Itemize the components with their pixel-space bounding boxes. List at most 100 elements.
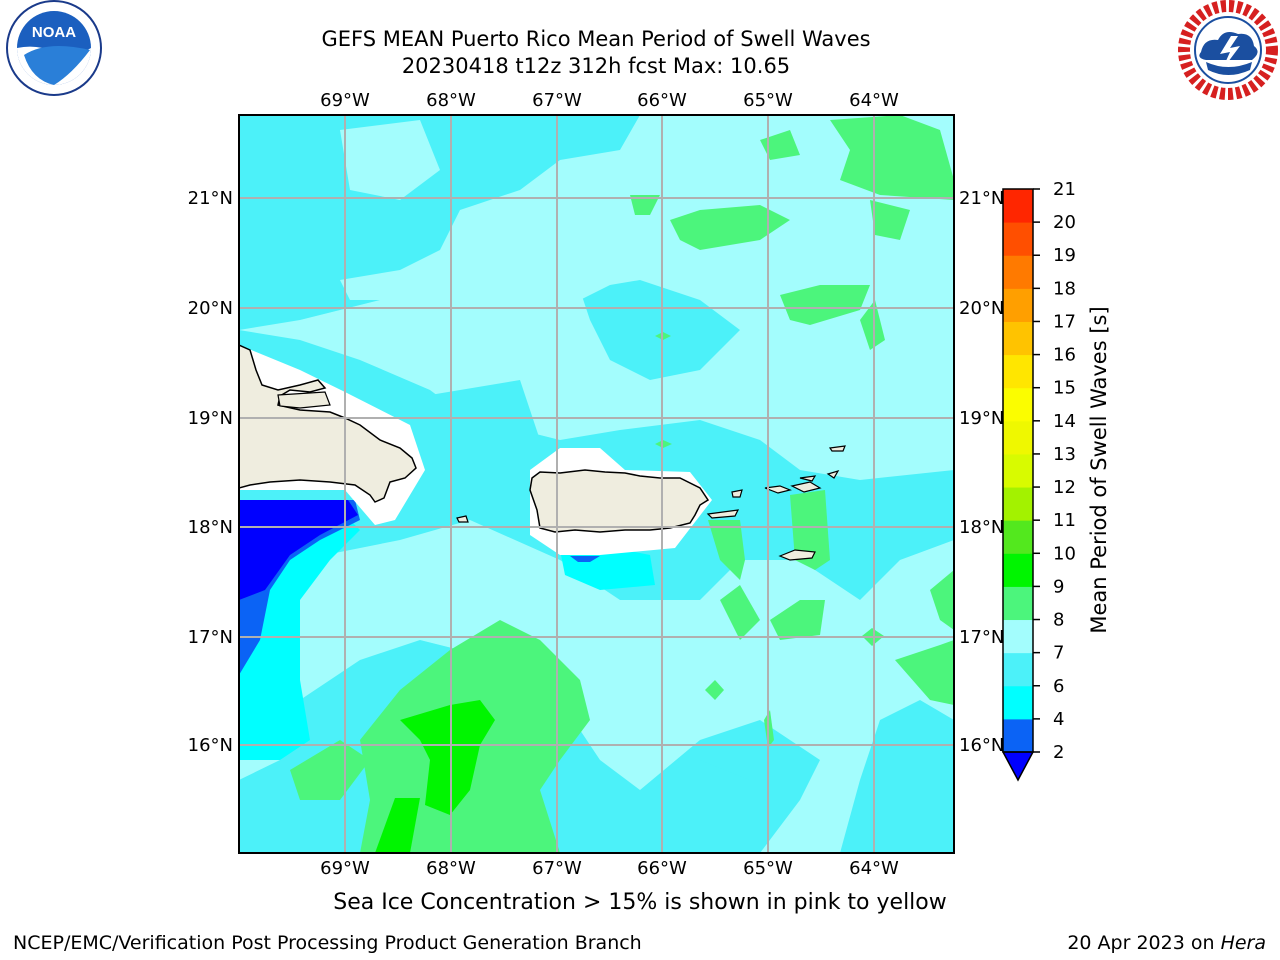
lon-label-top-69w: 69°W bbox=[320, 90, 370, 111]
lon-label-bottom-67w: 67°W bbox=[532, 858, 582, 879]
region-9-10-patch-sw bbox=[290, 740, 370, 800]
lat-label-left-21n: 21°N bbox=[188, 188, 233, 209]
colorbar-segment bbox=[1003, 652, 1033, 687]
region-7-8-southeast bbox=[840, 700, 954, 853]
region-8-9-north-center bbox=[560, 230, 620, 300]
region-9-10-ne-2 bbox=[870, 200, 910, 240]
region-9-10-north-1 bbox=[670, 205, 790, 250]
tortola-island bbox=[799, 475, 817, 482]
lat-label-right-20n: 20°N bbox=[959, 298, 1004, 319]
colorbar-extend-min bbox=[1001, 751, 1035, 782]
lat-label-left-17n: 17°N bbox=[188, 627, 233, 648]
st-thomas-island bbox=[764, 485, 792, 494]
lon-label-bottom-69w: 69°W bbox=[320, 858, 370, 879]
colorbar-segment bbox=[1003, 354, 1033, 389]
national-weather-service-logo bbox=[1178, 0, 1278, 100]
lon-label-top-65w: 65°W bbox=[743, 90, 793, 111]
region-9-10-east-1 bbox=[780, 285, 870, 325]
st-croix-island bbox=[778, 549, 816, 561]
colorbar-segment bbox=[1003, 189, 1033, 223]
anegada-island bbox=[828, 445, 846, 452]
lon-label-bottom-66w: 66°W bbox=[637, 858, 687, 879]
colorbar-tick-label: 18 bbox=[1053, 278, 1076, 299]
date-line: 20 Apr 2023 on Hera bbox=[1067, 932, 1266, 954]
colorbar-segments bbox=[1003, 189, 1033, 753]
vieques-island bbox=[706, 509, 740, 519]
region-9-10-small bbox=[630, 195, 660, 215]
region-9-10-patch-e1 bbox=[720, 585, 760, 640]
colorbar-tick-label: 13 bbox=[1053, 444, 1076, 465]
colorbar-tick-label: 16 bbox=[1053, 345, 1076, 366]
region-8-9-northwest bbox=[340, 120, 440, 200]
lon-label-bottom-68w: 68°W bbox=[426, 858, 476, 879]
region-9-10-north-2 bbox=[760, 130, 800, 160]
lat-label-right-17n: 17°N bbox=[959, 627, 1004, 648]
colorbar-ticks: 2 4 6 7 8 9 10 11 12 13 14 15 16 17 18 19 20 21 bbox=[1033, 179, 1076, 763]
lon-label-top-64w: 64°W bbox=[849, 90, 899, 111]
colorbar-frame bbox=[1002, 188, 1034, 753]
colorbar-segment bbox=[1003, 553, 1033, 587]
region-9-10-patch-e3 bbox=[930, 570, 954, 630]
colorbar-tick-label: 6 bbox=[1053, 676, 1064, 697]
colorbar-tick-label: 9 bbox=[1053, 576, 1064, 597]
machine-name: Hera bbox=[1220, 932, 1266, 954]
colorbar-segment bbox=[1003, 586, 1033, 621]
colorbar-tick-label: 2 bbox=[1053, 742, 1064, 763]
lon-label-top-66w: 66°W bbox=[637, 90, 687, 111]
colorbar-title: Mean Period of Swell Waves [s] bbox=[1087, 306, 1111, 633]
colorbar-segment bbox=[1003, 222, 1033, 256]
noaa-logo: NOAA bbox=[6, 0, 102, 96]
lat-label-left-18n: 18°N bbox=[188, 517, 233, 538]
region-9-10-patch-se bbox=[895, 640, 954, 705]
region-9-10-northeast bbox=[830, 115, 954, 200]
lat-label-left-19n: 19°N bbox=[188, 408, 233, 429]
region-7-8-south-center bbox=[600, 760, 760, 853]
lon-label-bottom-65w: 65°W bbox=[743, 858, 793, 879]
colorbar-tick-label: 10 bbox=[1053, 543, 1076, 564]
lon-label-bottom-64w: 64°W bbox=[849, 858, 899, 879]
colorbar-segment bbox=[1003, 718, 1033, 753]
noaa-logo-text: NOAA bbox=[32, 24, 76, 41]
credit-line: NCEP/EMC/Verification Post Processing Pr… bbox=[13, 932, 642, 954]
region-10-11-south bbox=[375, 798, 420, 853]
mona-island bbox=[456, 515, 469, 523]
region-7-8-center bbox=[580, 280, 740, 380]
colorbar-tick-label: 19 bbox=[1053, 245, 1076, 266]
lat-label-right-18n: 18°N bbox=[959, 517, 1004, 538]
lat-label-left-20n: 20°N bbox=[188, 298, 233, 319]
colorbar-tick-label: 14 bbox=[1053, 411, 1076, 432]
region-below-2 bbox=[239, 500, 358, 600]
colorbar-tick-label: 17 bbox=[1053, 311, 1076, 332]
graticule bbox=[239, 115, 954, 853]
region-7-8-north bbox=[239, 115, 640, 330]
tortuga-island bbox=[277, 391, 331, 409]
colorbar-segment bbox=[1003, 420, 1033, 455]
colorbar-tick-label: 7 bbox=[1053, 643, 1064, 664]
colorbar-segment bbox=[1003, 288, 1033, 322]
colorbar-tick-label: 15 bbox=[1053, 378, 1076, 399]
colorbar-segment bbox=[1003, 685, 1033, 720]
region-10-11-core bbox=[400, 700, 495, 815]
map-subtitle: 20230418 t12z 312h fcst Max: 10.65 bbox=[401, 54, 791, 78]
colorbar-tick-label: 4 bbox=[1053, 709, 1064, 730]
region-9-10-dot-2 bbox=[705, 680, 724, 700]
region-9-10-patch-e2 bbox=[770, 600, 825, 640]
colorbar-segment bbox=[1003, 520, 1033, 554]
colorbar-segment bbox=[1003, 619, 1033, 654]
map-title: GEFS MEAN Puerto Rico Mean Period of Swe… bbox=[321, 27, 871, 51]
lon-label-top-67w: 67°W bbox=[532, 90, 582, 111]
map-frame bbox=[238, 114, 955, 854]
colorbar-segment bbox=[1003, 255, 1033, 289]
lat-label-right-16n: 16°N bbox=[959, 735, 1004, 756]
lat-label-right-19n: 19°N bbox=[959, 408, 1004, 429]
sea-ice-note: Sea Ice Concentration > 15% is shown in … bbox=[333, 890, 947, 915]
region-2-4-pr bbox=[570, 556, 600, 562]
colorbar-segment bbox=[1003, 387, 1033, 422]
puerto-rico-coast bbox=[529, 469, 710, 533]
region-8-9-south bbox=[239, 520, 954, 853]
colorbar-tick-label: 20 bbox=[1053, 212, 1076, 233]
colorbar-segment bbox=[1003, 487, 1033, 521]
colorbar-segment bbox=[1003, 453, 1033, 488]
region-9-10-east-pr bbox=[708, 520, 745, 580]
